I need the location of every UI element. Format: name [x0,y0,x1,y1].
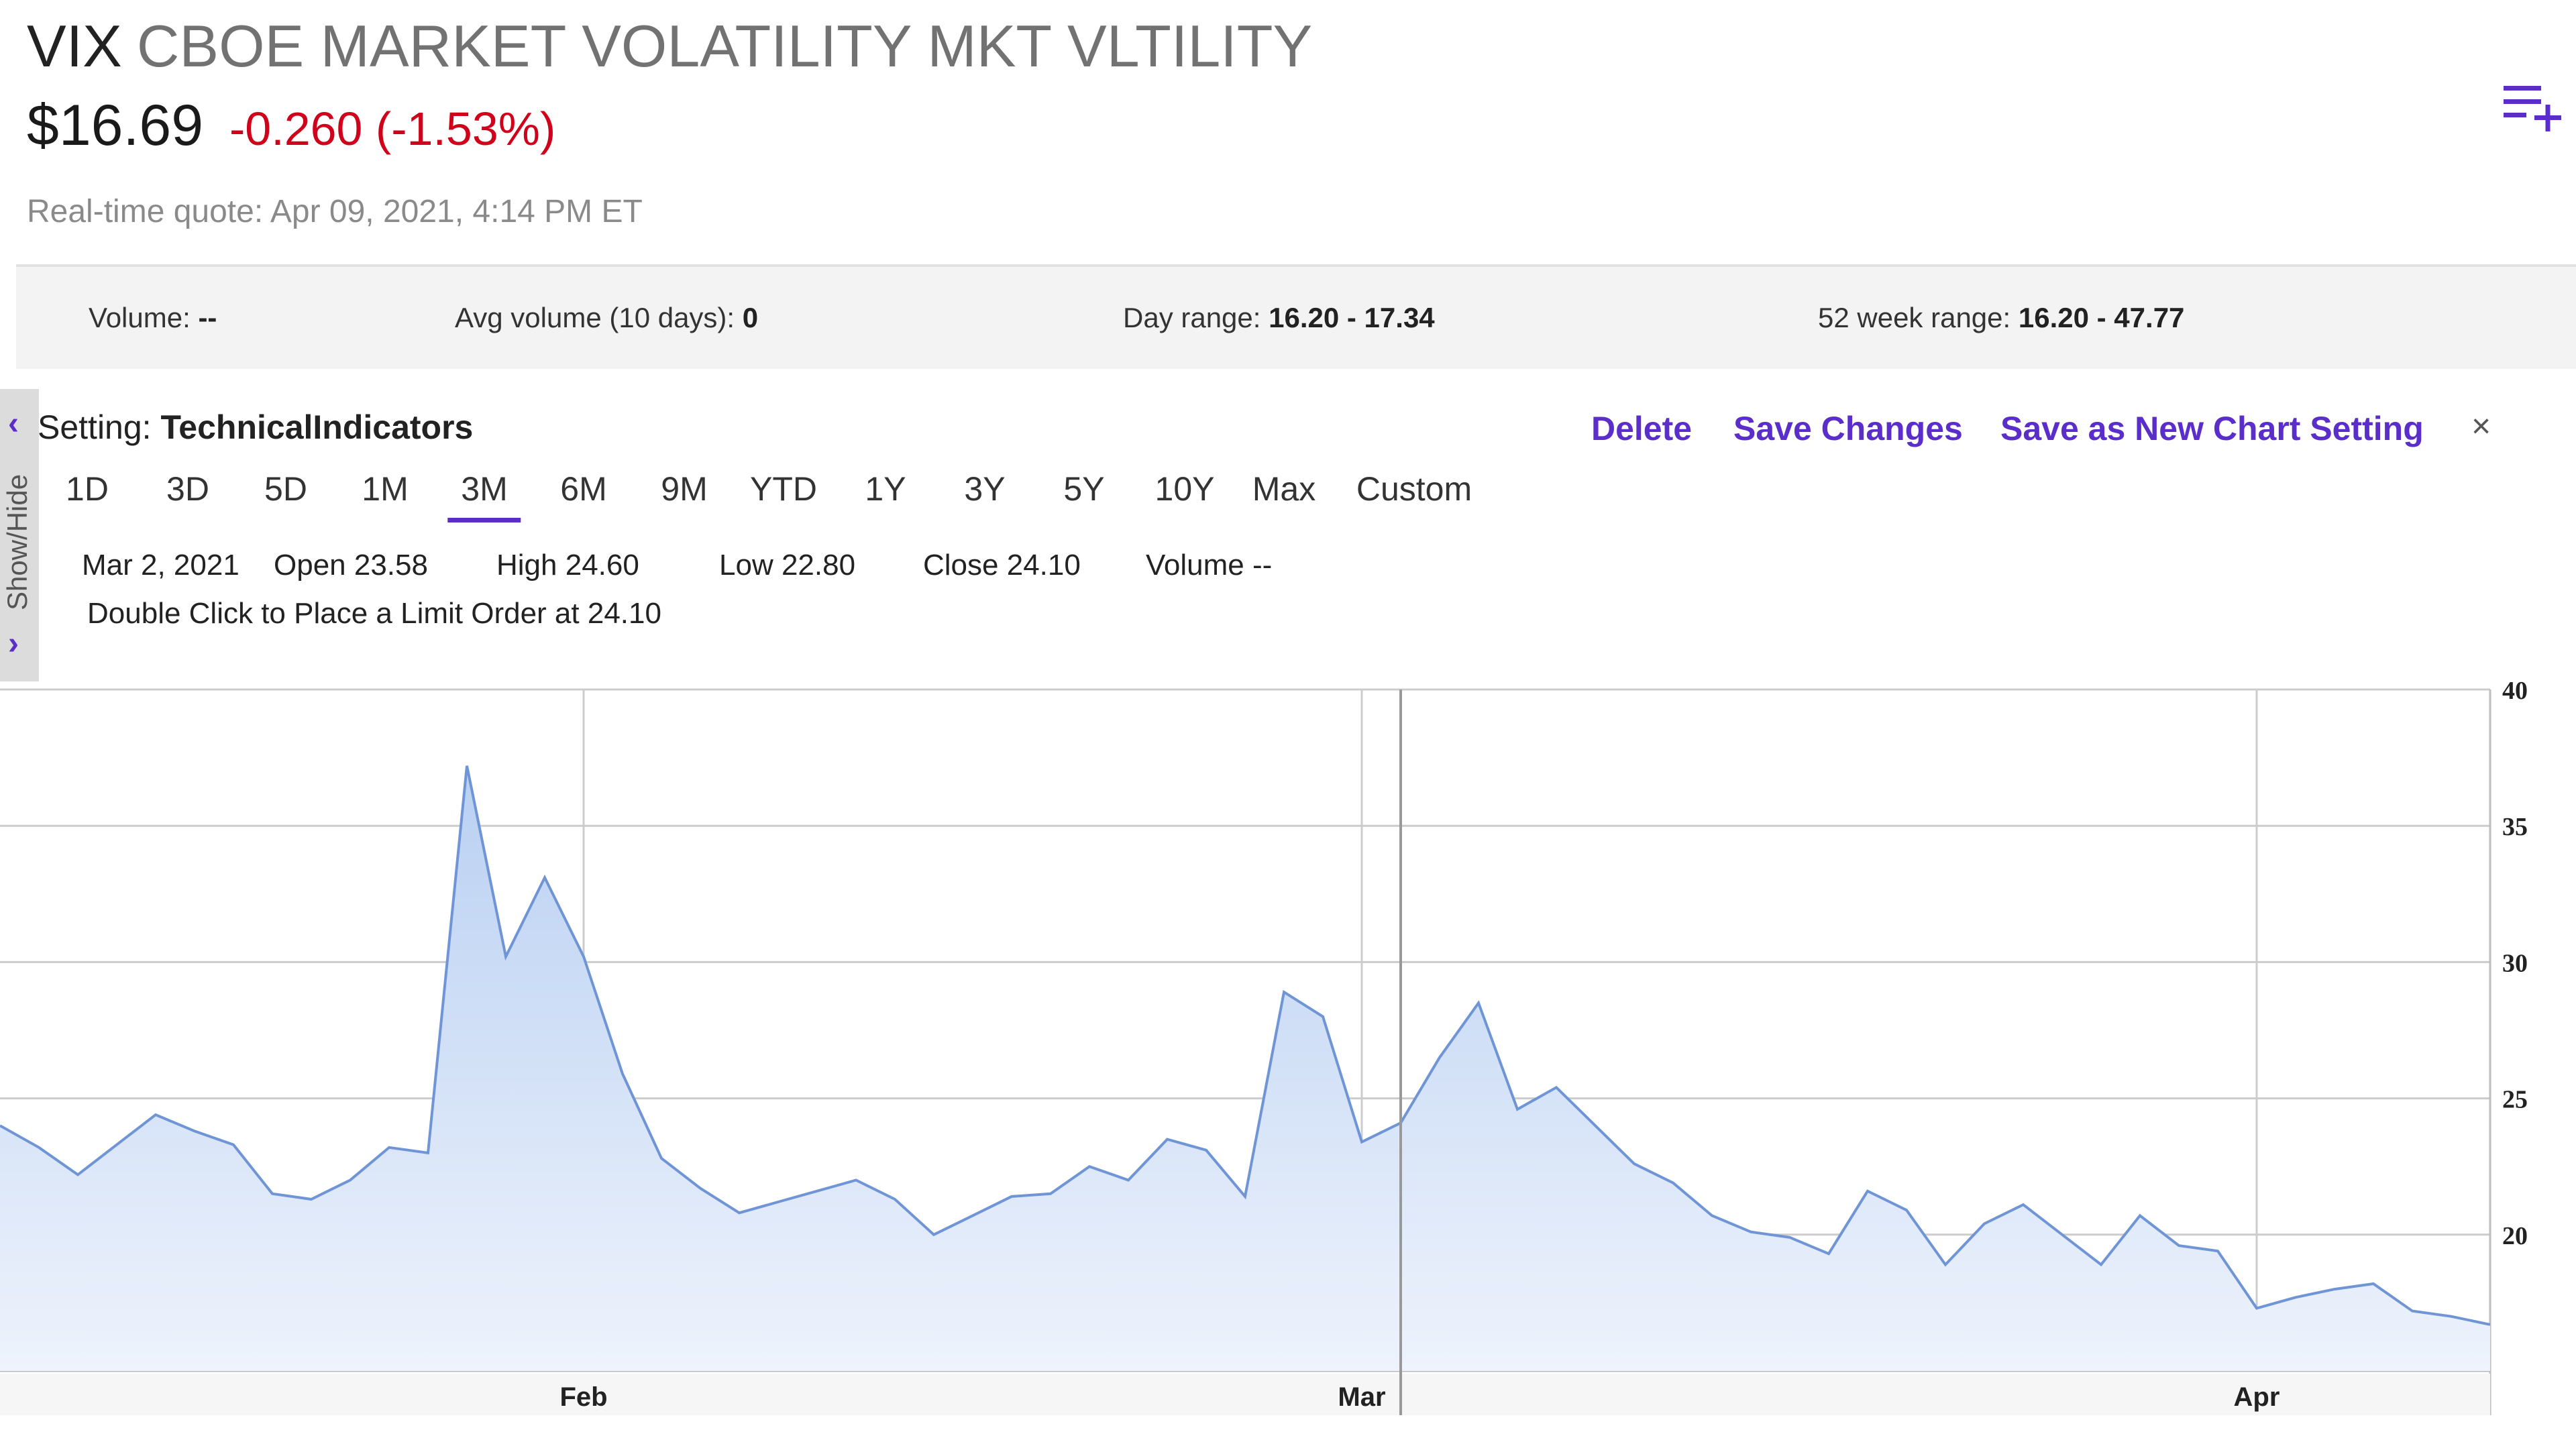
range-1y[interactable]: 1Y [865,470,906,508]
range-ytd[interactable]: YTD [750,470,817,508]
last-price: $16.69 [27,93,204,158]
stat-volume: Volume: -- [89,302,217,333]
range-5y[interactable]: 5Y [1063,470,1105,508]
y-tick-label: 40 [2502,677,2528,705]
stat-52-week-range: 52 week range: 16.20 - 47.77 [1818,302,2185,333]
stock-title: VIX CBOE MARKET VOLATILITY MKT VLTILITY [27,12,1312,80]
add-to-list-icon [2504,86,2561,131]
range-6m[interactable]: 6M [560,470,607,508]
tooltip-open: Open 23.58 [274,549,428,582]
range-5d[interactable]: 5D [264,470,307,508]
price-area [0,765,2490,1371]
show-hide-toggle[interactable]: ‹ Show/Hide › [0,389,39,681]
y-axis: 20 25 30 35 40 [2502,677,2528,1250]
tooltip-date: Mar 2, 2021 [82,549,239,582]
x-tick-label: Mar [1338,1382,1385,1412]
chart-grid [0,688,2491,1415]
add-to-watchlist-button[interactable] [2502,80,2564,134]
tooltip-close: Close 24.10 [923,549,1081,582]
x-tick-label: Apr [2234,1382,2280,1412]
range-max[interactable]: Max [1252,470,1316,508]
delete-button[interactable]: Delete [1591,410,1693,447]
range-3m[interactable]: 3M [447,470,521,522]
range-3d[interactable]: 3D [166,470,209,508]
save-changes-button[interactable]: Save Changes [1733,410,1963,447]
y-tick-label: 30 [2502,949,2528,977]
y-tick-label: 20 [2502,1222,2528,1250]
show-hide-label: Show/Hide [1,474,33,610]
x-axis: Feb Mar Apr [559,1382,2279,1412]
chevron-right-icon: › [8,626,19,661]
range-1d[interactable]: 1D [66,470,109,508]
close-icon[interactable]: × [2471,407,2491,445]
y-tick-label: 25 [2502,1086,2528,1114]
range-3y[interactable]: 3Y [964,470,1006,508]
limit-order-hint: Double Click to Place a Limit Order at 2… [87,597,661,630]
tooltip-low: Low 22.80 [719,549,856,582]
chart-setting: Setting: TechnicalIndicators [38,408,473,447]
stat-avg-volume: Avg volume (10 days): 0 [455,302,759,333]
x-axis-band [0,1374,2490,1415]
y-tick-label: 35 [2502,813,2528,841]
range-1m[interactable]: 1M [362,470,409,508]
range-10y[interactable]: 10Y [1155,470,1215,508]
save-new-setting-button[interactable]: Save as New Chart Setting [2000,410,2424,447]
setting-label: Setting: [38,408,152,446]
price-change: -0.260 (-1.53%) [229,103,556,155]
price-chart[interactable]: 20 25 30 35 40 Feb Mar Apr [0,671,2576,1436]
x-tick-label: Feb [559,1382,607,1412]
range-9m[interactable]: 9M [661,470,708,508]
range-custom[interactable]: Custom [1356,470,1472,508]
tooltip-high: High 24.60 [496,549,639,582]
tooltip-volume: Volume -- [1146,549,1273,582]
ticker-symbol: VIX [27,13,122,79]
setting-value: TechnicalIndicators [160,408,474,446]
quote-timestamp: Real-time quote: Apr 09, 2021, 4:14 PM E… [27,194,643,229]
stats-bar: Volume: -- Avg volume (10 days): 0 Day r… [16,264,2576,369]
stat-day-range: Day range: 16.20 - 17.34 [1123,302,1435,333]
company-name: CBOE MARKET VOLATILITY MKT VLTILITY [136,13,1313,79]
price-line [0,765,2491,1326]
chevron-left-icon: ‹ [8,406,19,441]
